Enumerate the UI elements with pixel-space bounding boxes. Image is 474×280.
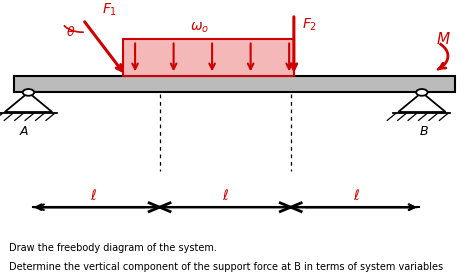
Text: $\ell$: $\ell$: [222, 188, 228, 204]
Text: Draw the freebody diagram of the system.: Draw the freebody diagram of the system.: [9, 243, 218, 253]
Polygon shape: [398, 92, 446, 112]
Text: $\omega_o$: $\omega_o$: [190, 21, 209, 35]
Text: $\theta$: $\theta$: [66, 25, 76, 39]
Text: $M$: $M$: [436, 31, 451, 47]
Bar: [14, 76, 455, 92]
Text: $\ell$: $\ell$: [353, 188, 360, 204]
Text: $F_2$: $F_2$: [302, 17, 318, 33]
Text: A: A: [19, 125, 28, 137]
Text: Determine the vertical component of the support force at B in terms of system va: Determine the vertical component of the …: [9, 262, 444, 272]
Text: $F_1$: $F_1$: [102, 2, 117, 18]
Polygon shape: [5, 92, 52, 112]
Circle shape: [416, 89, 428, 96]
Bar: [123, 39, 294, 76]
Text: B: B: [420, 125, 428, 137]
Text: $\ell$: $\ell$: [91, 188, 98, 204]
Circle shape: [23, 89, 34, 96]
